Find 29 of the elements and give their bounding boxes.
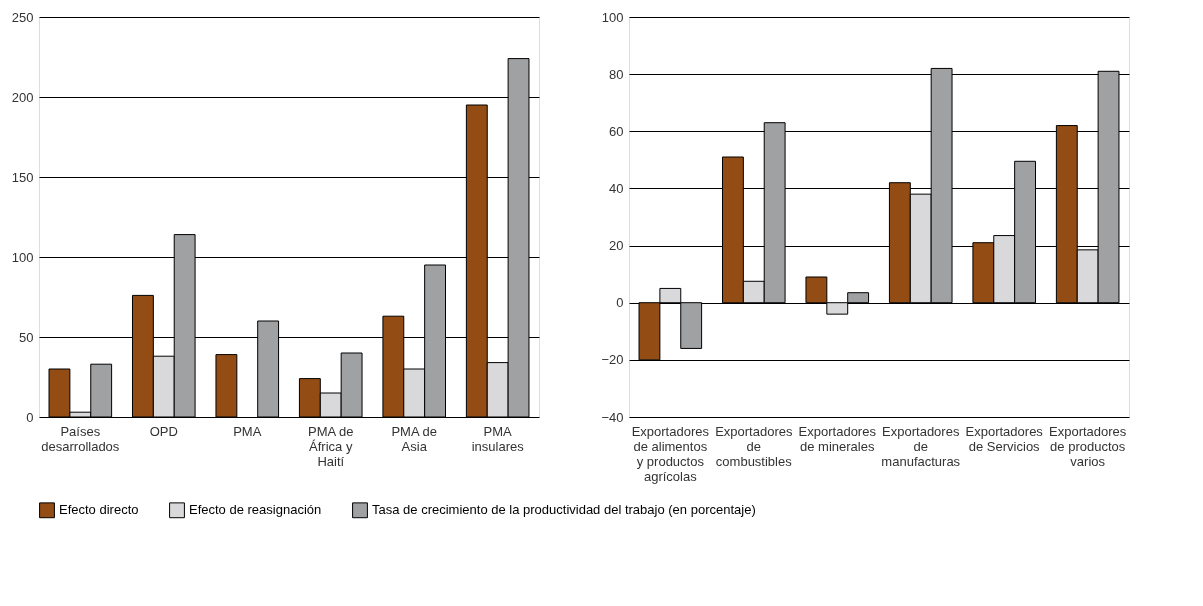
y-tick-label: 0 — [26, 409, 34, 425]
x-tick-label: Exportadores de alimentos y productos agrícolas — [631, 423, 710, 484]
y-tick-label: 200 — [11, 89, 34, 105]
x-tick-label: OPD — [149, 423, 178, 439]
x-tick-label: Exportadores de productos varios — [1049, 423, 1127, 469]
y-tick-label: 80 — [609, 66, 624, 82]
y-tick-label: −20 — [601, 352, 624, 368]
y-tick-label: 20 — [609, 238, 624, 254]
legend-label: Efecto de reasignación — [189, 502, 322, 518]
y-tick-label: 50 — [19, 329, 34, 345]
x-tick-label: Países desarrollados — [41, 423, 120, 454]
x-tick-label: Exportadores de combustibles — [715, 423, 793, 469]
x-tick-label: PMA de Asia — [391, 423, 437, 454]
x-tick-label: PMA insulares — [471, 423, 525, 454]
y-tick-label: 0 — [616, 295, 624, 311]
y-tick-label: −40 — [601, 409, 624, 425]
x-tick-label: PMA de África y Haití — [307, 423, 354, 469]
y-tick-label: 250 — [11, 9, 34, 25]
legend-label: Tasa de crecimiento de la productividad del trabajo (en porcentaje) — [372, 502, 756, 518]
x-tick-label: PMA — [233, 423, 262, 439]
y-tick-label: 60 — [609, 123, 624, 139]
y-tick-label: 100 — [11, 249, 34, 265]
legend-label: Efecto directo — [59, 502, 139, 518]
x-tick-label: Exportadores de minerales — [798, 423, 877, 454]
x-tick-label: Exportadores de manufacturas — [881, 423, 961, 469]
x-tick-label: Exportadores de Servicios — [965, 423, 1044, 454]
y-tick-label: 100 — [601, 9, 624, 25]
y-tick-label: 150 — [11, 169, 34, 185]
y-tick-label: 40 — [609, 180, 624, 196]
